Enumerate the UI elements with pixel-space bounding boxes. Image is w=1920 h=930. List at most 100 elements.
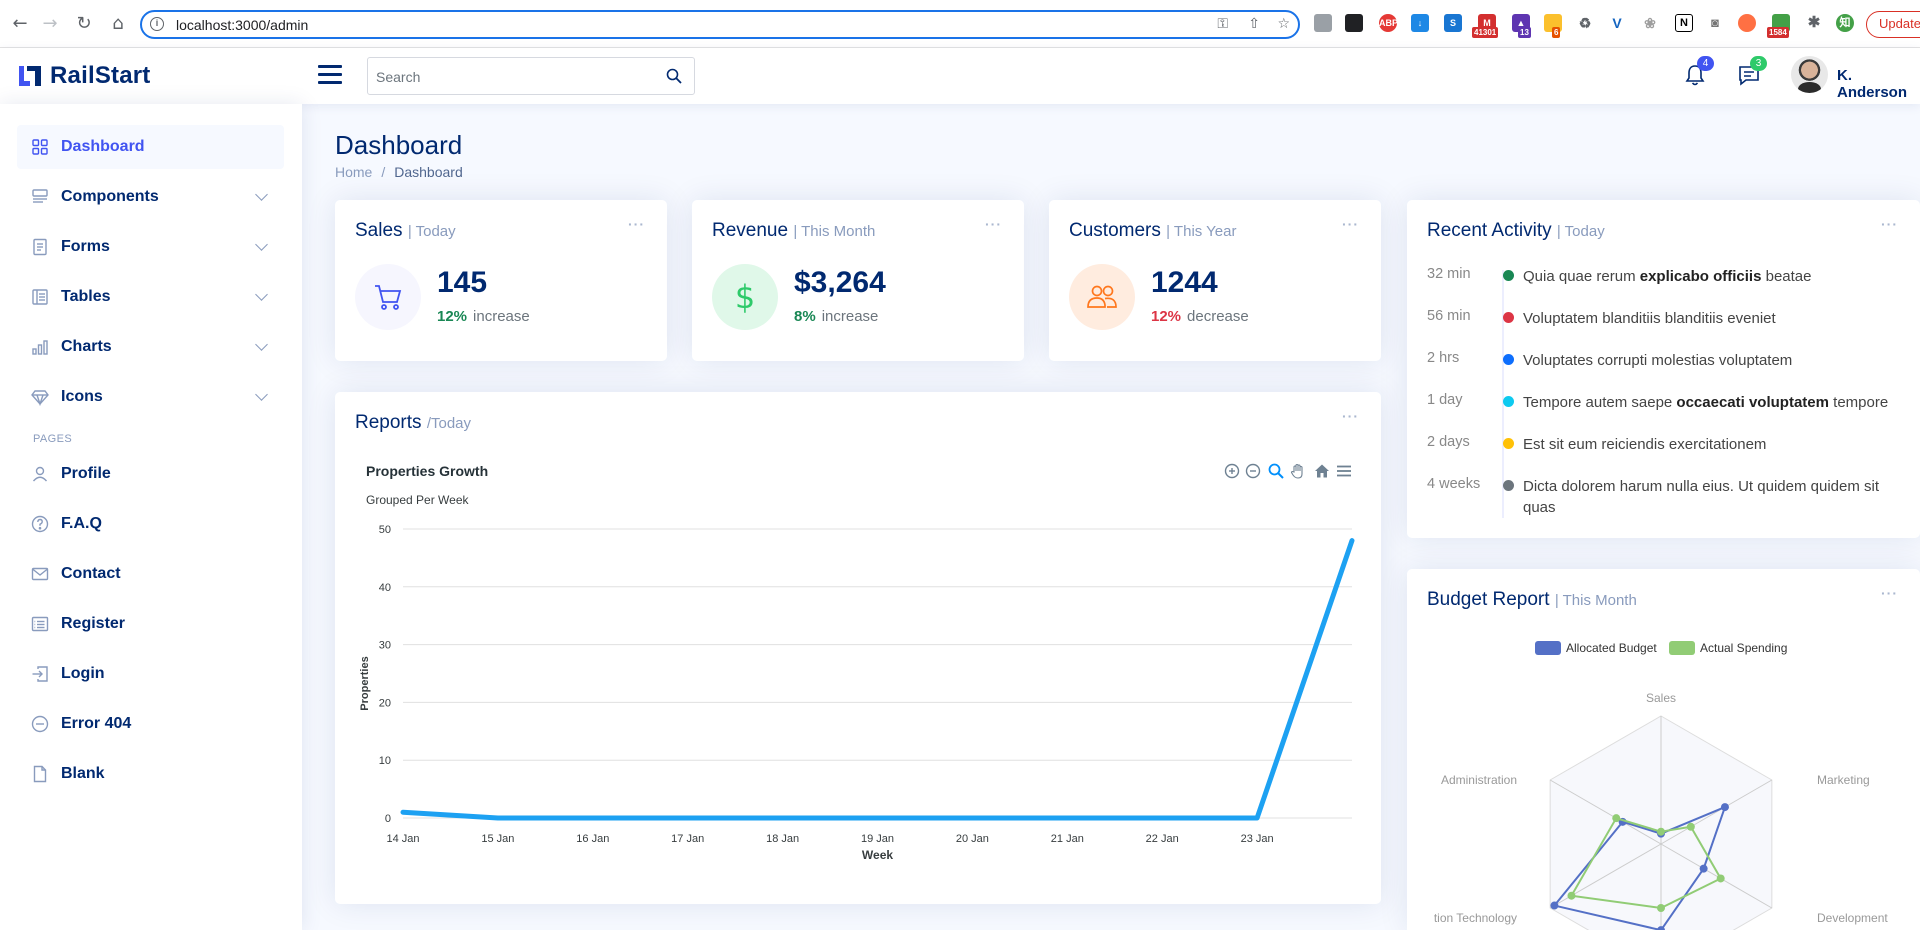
more-options-icon[interactable]: ··· [1342, 408, 1359, 424]
search-input[interactable] [376, 66, 646, 88]
sidebar-item-contact[interactable]: Contact [17, 552, 284, 596]
reset-home-icon[interactable] [1314, 463, 1330, 479]
activity-time: 1 day [1427, 392, 1463, 408]
sidebar-item-label: F.A.Q [61, 515, 102, 532]
messages-badge: 3 [1750, 56, 1767, 71]
profile-chip-icon[interactable]: 知 [1836, 14, 1854, 32]
reload-icon[interactable]: ↻ [76, 13, 92, 34]
bookmark-star-icon[interactable]: ☆ [1277, 16, 1290, 32]
selection-zoom-icon[interactable] [1268, 463, 1284, 479]
pan-hand-icon[interactable] [1290, 463, 1306, 479]
customers-value: 1244 [1151, 266, 1218, 299]
sidebar-item-blank[interactable]: Blank [17, 752, 284, 796]
activity-text-bold: occaecati voluptatem [1676, 394, 1829, 411]
sales-card-title: Sales | Today [355, 220, 456, 242]
radar-axis-label: Marketing [1817, 773, 1870, 787]
sales-card: Sales | Today ··· 145 12% increase [335, 200, 667, 361]
more-options-icon[interactable]: ··· [985, 216, 1002, 232]
search-icon[interactable] [666, 68, 682, 84]
dash-circle-icon [31, 715, 49, 733]
sales-value: 145 [437, 266, 488, 299]
key-icon[interactable]: ⚿ [1217, 16, 1228, 32]
notion-icon[interactable]: N [1675, 14, 1693, 32]
extension-mic-icon[interactable] [1314, 14, 1332, 32]
user-name[interactable]: K. Anderson [1837, 67, 1908, 101]
x-tick-label: 23 Jan [1241, 833, 1274, 845]
update-button[interactable]: Update [1866, 11, 1920, 38]
site-info-icon[interactable]: i [150, 17, 164, 31]
download-extension-icon[interactable]: ↓ [1411, 14, 1429, 32]
forward-icon[interactable]: → [42, 13, 58, 34]
sidebar-item-register[interactable]: Register [17, 602, 284, 646]
orange-extension-icon[interactable] [1738, 14, 1756, 32]
radar-axis-label: Development [1817, 911, 1888, 925]
url-text[interactable]: localhost:3000/admin [176, 17, 309, 33]
share-icon[interactable]: ⇧ [1248, 16, 1260, 32]
avatar[interactable] [1791, 56, 1828, 93]
adblock-icon[interactable]: ABP [1379, 14, 1398, 32]
series-line [400, 538, 1355, 821]
legend-label: Actual Spending [1700, 641, 1787, 655]
sales-pct: 12% [437, 308, 468, 325]
people-icon [1087, 285, 1117, 308]
y-axis-title: Properties [359, 656, 371, 710]
breadcrumb-home[interactable]: Home [335, 164, 373, 180]
radar-point [1612, 814, 1621, 823]
more-options-icon[interactable]: ··· [1881, 585, 1898, 601]
sidebar-item-charts[interactable]: Charts [17, 325, 284, 369]
activity-text-bold: explicabo officiis [1639, 268, 1762, 285]
v-extension-icon[interactable]: V [1608, 14, 1626, 32]
sidebar-item-error-404[interactable]: Error 404 [17, 702, 284, 746]
more-options-icon[interactable]: ··· [628, 216, 645, 232]
revenue-value: $3,264 [794, 266, 886, 299]
activity-text-part: Tempore autem saepe [1523, 394, 1677, 411]
sidebar-item-forms[interactable]: Forms [17, 225, 284, 269]
more-options-icon[interactable]: ··· [1881, 216, 1898, 232]
back-icon[interactable]: ← [12, 13, 28, 34]
y-tick-label: 40 [379, 582, 391, 594]
card-title-text: Recent Activity [1427, 220, 1552, 241]
notifications-badge: 4 [1697, 56, 1714, 71]
grid-icon [32, 139, 48, 155]
s-extension-icon[interactable]: S [1444, 14, 1462, 32]
radar-spoke [1660, 843, 1773, 909]
sidebar-item-dashboard[interactable]: Dashboard [17, 125, 284, 169]
home-icon[interactable]: ⌂ [112, 13, 124, 34]
card-title-text: Budget Report [1427, 589, 1550, 610]
app-header: RailStart 4 3 K. Anderson [0, 48, 1920, 104]
legend-swatch [1669, 641, 1695, 655]
sidebar-item-tables[interactable]: Tables [17, 275, 284, 319]
sidebar: Dashboard Components Forms Tables Charts… [0, 104, 302, 930]
flower-extension-icon[interactable]: ❀ [1641, 14, 1659, 32]
dollar-icon-circle: $ [712, 264, 778, 330]
more-options-icon[interactable]: ··· [1342, 216, 1359, 232]
sidebar-item-faq[interactable]: F.A.Q [17, 502, 284, 546]
sidebar-item-icons[interactable]: Icons [17, 375, 284, 419]
breadcrumb: Home / Dashboard [335, 164, 463, 180]
address-bar[interactable]: i localhost:3000/admin ⚿ ⇧ ☆ [140, 10, 1300, 39]
activity-dot [1503, 396, 1514, 407]
radar-point [1657, 904, 1665, 912]
chevron-down-icon [255, 188, 268, 201]
chart-menu-icon[interactable] [1336, 463, 1352, 479]
activity-time: 2 days [1427, 434, 1470, 450]
card-period: | This Year [1166, 223, 1237, 240]
revenue-card-title: Revenue | This Month [712, 220, 875, 242]
bar-chart-icon [32, 340, 48, 355]
puzzle-icon[interactable]: ✱ [1805, 14, 1823, 32]
bulb-badge: 6 [1552, 27, 1561, 38]
pages-heading: PAGES [33, 433, 73, 445]
camera-icon[interactable]: ◙ [1706, 14, 1724, 32]
sidebar-item-components[interactable]: Components [17, 175, 284, 219]
zoom-out-icon[interactable] [1245, 463, 1261, 479]
sidebar-item-profile[interactable]: Profile [17, 452, 284, 496]
extension-icon[interactable] [1345, 14, 1363, 32]
logo[interactable]: RailStart [16, 62, 151, 90]
sidebar-item-label: Components [61, 188, 159, 205]
zoom-in-icon[interactable] [1224, 463, 1240, 479]
sidebar-toggle-icon[interactable] [318, 65, 342, 85]
activity-time: 32 min [1427, 266, 1471, 282]
chart-title: Properties Growth [366, 463, 489, 479]
recycle-icon[interactable]: ♻ [1576, 14, 1594, 32]
sidebar-item-login[interactable]: Login [17, 652, 284, 696]
